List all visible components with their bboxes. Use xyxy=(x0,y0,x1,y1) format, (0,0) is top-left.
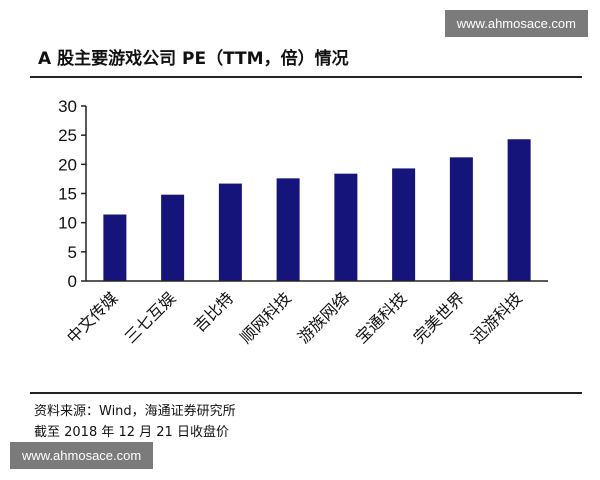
y-tick-label: 20 xyxy=(58,155,77,174)
x-category-label: 三七互娱 xyxy=(121,288,180,347)
y-tick-label: 5 xyxy=(68,243,77,262)
bar-chart: 0 5 10 15 20 25 30 中文传媒 三七互娱 吉比特 顺网科技 游族网络 宝通科技 完美世界… xyxy=(58,97,548,347)
title-divider xyxy=(30,76,582,78)
x-category-label: 游族网络 xyxy=(294,288,353,347)
y-tick-label: 0 xyxy=(68,272,77,291)
watermark-top: www.ahmosace.com xyxy=(444,10,588,37)
bar xyxy=(103,214,127,281)
x-category-label: 宝通科技 xyxy=(352,288,411,347)
bar xyxy=(334,173,358,281)
bar xyxy=(392,168,416,281)
y-tick-label: 15 xyxy=(58,185,77,204)
y-tick-label: 30 xyxy=(58,97,77,116)
x-category-label: 顺网科技 xyxy=(236,288,295,347)
x-category-label: 吉比特 xyxy=(190,288,237,335)
x-axis: 中文传媒 三七互娱 吉比特 顺网科技 游族网络 宝通科技 完美世界 迅游科技 xyxy=(63,280,548,347)
bar xyxy=(449,157,473,281)
watermark-bottom: www.ahmosace.com xyxy=(10,442,154,469)
chart-title: A 股主要游戏公司 PE（TTM，倍）情况 xyxy=(38,49,349,69)
source-note: 资料来源：Wind，海通证券研究所 xyxy=(34,404,236,419)
y-tick-label: 10 xyxy=(58,214,77,233)
bar xyxy=(507,139,531,281)
bar xyxy=(218,183,242,281)
bar xyxy=(276,178,300,281)
y-axis: 0 5 10 15 20 25 30 xyxy=(58,97,87,291)
date-note: 截至 2018 年 12 月 21 日收盘价 xyxy=(34,425,229,440)
bars xyxy=(103,139,531,281)
footer-divider xyxy=(30,392,582,394)
y-tick-label: 25 xyxy=(58,126,77,145)
x-category-label: 完美世界 xyxy=(410,288,469,347)
x-category-label: 中文传媒 xyxy=(63,288,122,347)
bar xyxy=(161,194,185,281)
x-category-label: 迅游科技 xyxy=(467,288,526,347)
